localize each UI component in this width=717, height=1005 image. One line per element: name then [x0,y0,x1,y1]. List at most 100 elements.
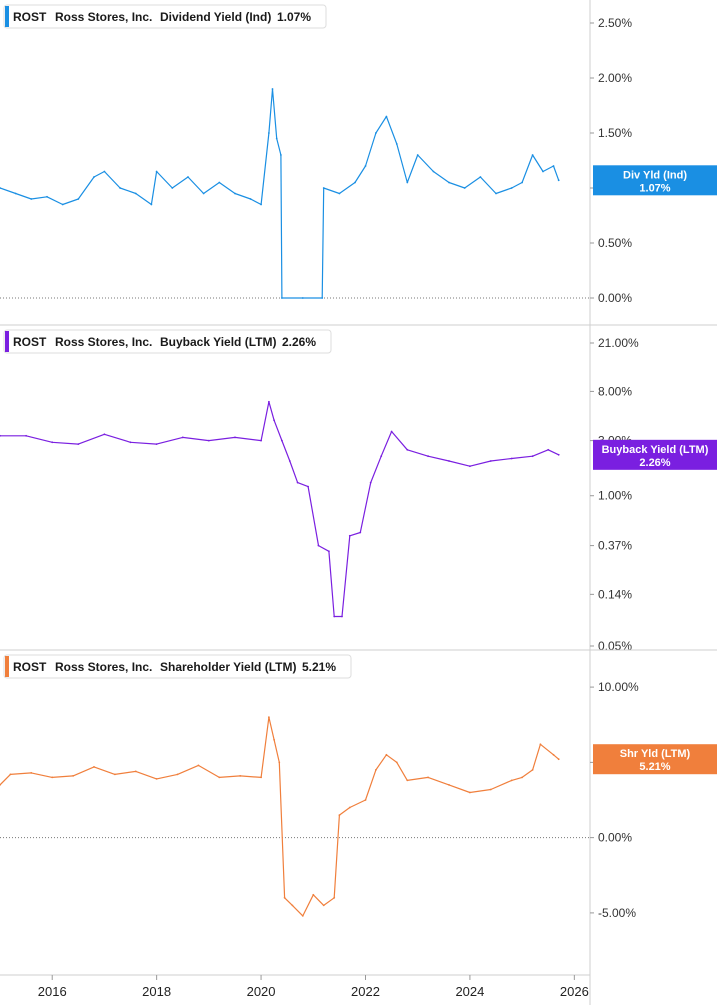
data-point [271,88,274,90]
data-point [364,165,367,167]
data-point [296,481,299,484]
data-point [134,770,137,773]
data-point [234,192,236,195]
data-point [260,776,262,779]
data-point [395,143,398,145]
data-point [202,192,205,195]
data-point [385,753,388,756]
data-point [155,170,158,173]
y-tick-label: 0.14% [598,587,632,601]
data-point [181,436,184,439]
y-tick-label: 0.50% [598,236,632,250]
data-point [77,443,80,445]
legend-company: Ross Stores, Inc. [55,660,152,674]
value-tag [593,439,717,470]
legend-metric: Buyback Yield (LTM) [160,335,276,349]
data-point [385,115,388,118]
data-point [510,457,513,460]
data-point [427,776,429,779]
legend: ROST Ross Stores, Inc. Shareholder Yield (… [3,654,352,679]
data-point [448,460,450,462]
data-point [348,534,351,537]
data-point [489,460,492,462]
legend-ticker: ROST [13,660,47,674]
data-point [275,137,278,140]
y-tick-label: 21.00% [598,336,639,350]
data-point [301,297,304,299]
data-point [281,439,283,442]
value-tag-label: Buyback Yield (LTM) [602,444,709,456]
data-point [278,761,281,764]
data-point [338,192,341,195]
data-point [307,485,309,488]
data-point [338,814,341,816]
legend-box [3,654,352,679]
data-point [317,544,320,547]
data-point [25,434,27,437]
value-tag-label: Div Yld (Ind) [623,169,687,181]
y-tick-label: 8.00% [598,384,632,398]
data-point [495,192,497,195]
legend-company: Ross Stores, Inc. [55,335,152,349]
data-point [93,176,95,178]
series-line [0,401,559,618]
data-point [51,441,54,444]
data-point [301,915,304,917]
data-point [328,550,330,553]
data-point [273,419,275,422]
data-point [469,465,471,468]
data-point [510,779,513,782]
data-point [547,448,550,451]
data-point [406,448,409,451]
y-tick-label: 0.00% [598,831,632,845]
series-line [0,716,560,917]
data-point [552,753,555,756]
y-tick-label: -5.00% [598,906,636,920]
data-point [333,615,336,618]
data-point [14,192,17,195]
data-point [354,181,356,184]
data-point [322,904,325,907]
y-tick-label: 2.50% [598,16,632,30]
data-point [364,799,367,801]
x-tick-label: 2022 [351,984,380,999]
data-point [273,738,275,741]
data-point [268,716,270,719]
data-point [489,788,492,791]
data-point [77,198,80,200]
data-point [134,192,137,195]
x-tick-label: 2026 [560,984,589,999]
data-point [531,455,534,458]
legend-company: Ross Stores, Inc. [55,10,152,24]
data-point [155,778,158,780]
data-point [129,441,132,444]
data-point [427,455,429,458]
x-tick-label: 2016 [38,984,67,999]
data-point [46,195,48,198]
data-point [333,896,336,899]
data-point [552,165,555,167]
data-point [239,775,242,777]
data-point [521,776,523,779]
data-point [531,769,534,771]
data-point [380,455,383,458]
data-point [268,132,270,134]
series-line [0,88,560,299]
data-point [539,743,542,746]
data-point [260,439,262,442]
data-point [322,187,325,189]
data-point [51,776,54,779]
x-tick-label: 2020 [247,984,276,999]
data-point [234,436,236,439]
value-tag [593,744,717,775]
legend-swatch [5,6,9,27]
data-point [375,769,377,771]
data-point [197,764,200,767]
legend-value: 5.21% [302,660,336,674]
data-point [207,439,210,442]
data-point [187,176,189,178]
data-point [557,453,560,456]
y-tick-label: 2.00% [598,71,632,85]
data-point [321,297,324,299]
data-point [479,176,482,178]
